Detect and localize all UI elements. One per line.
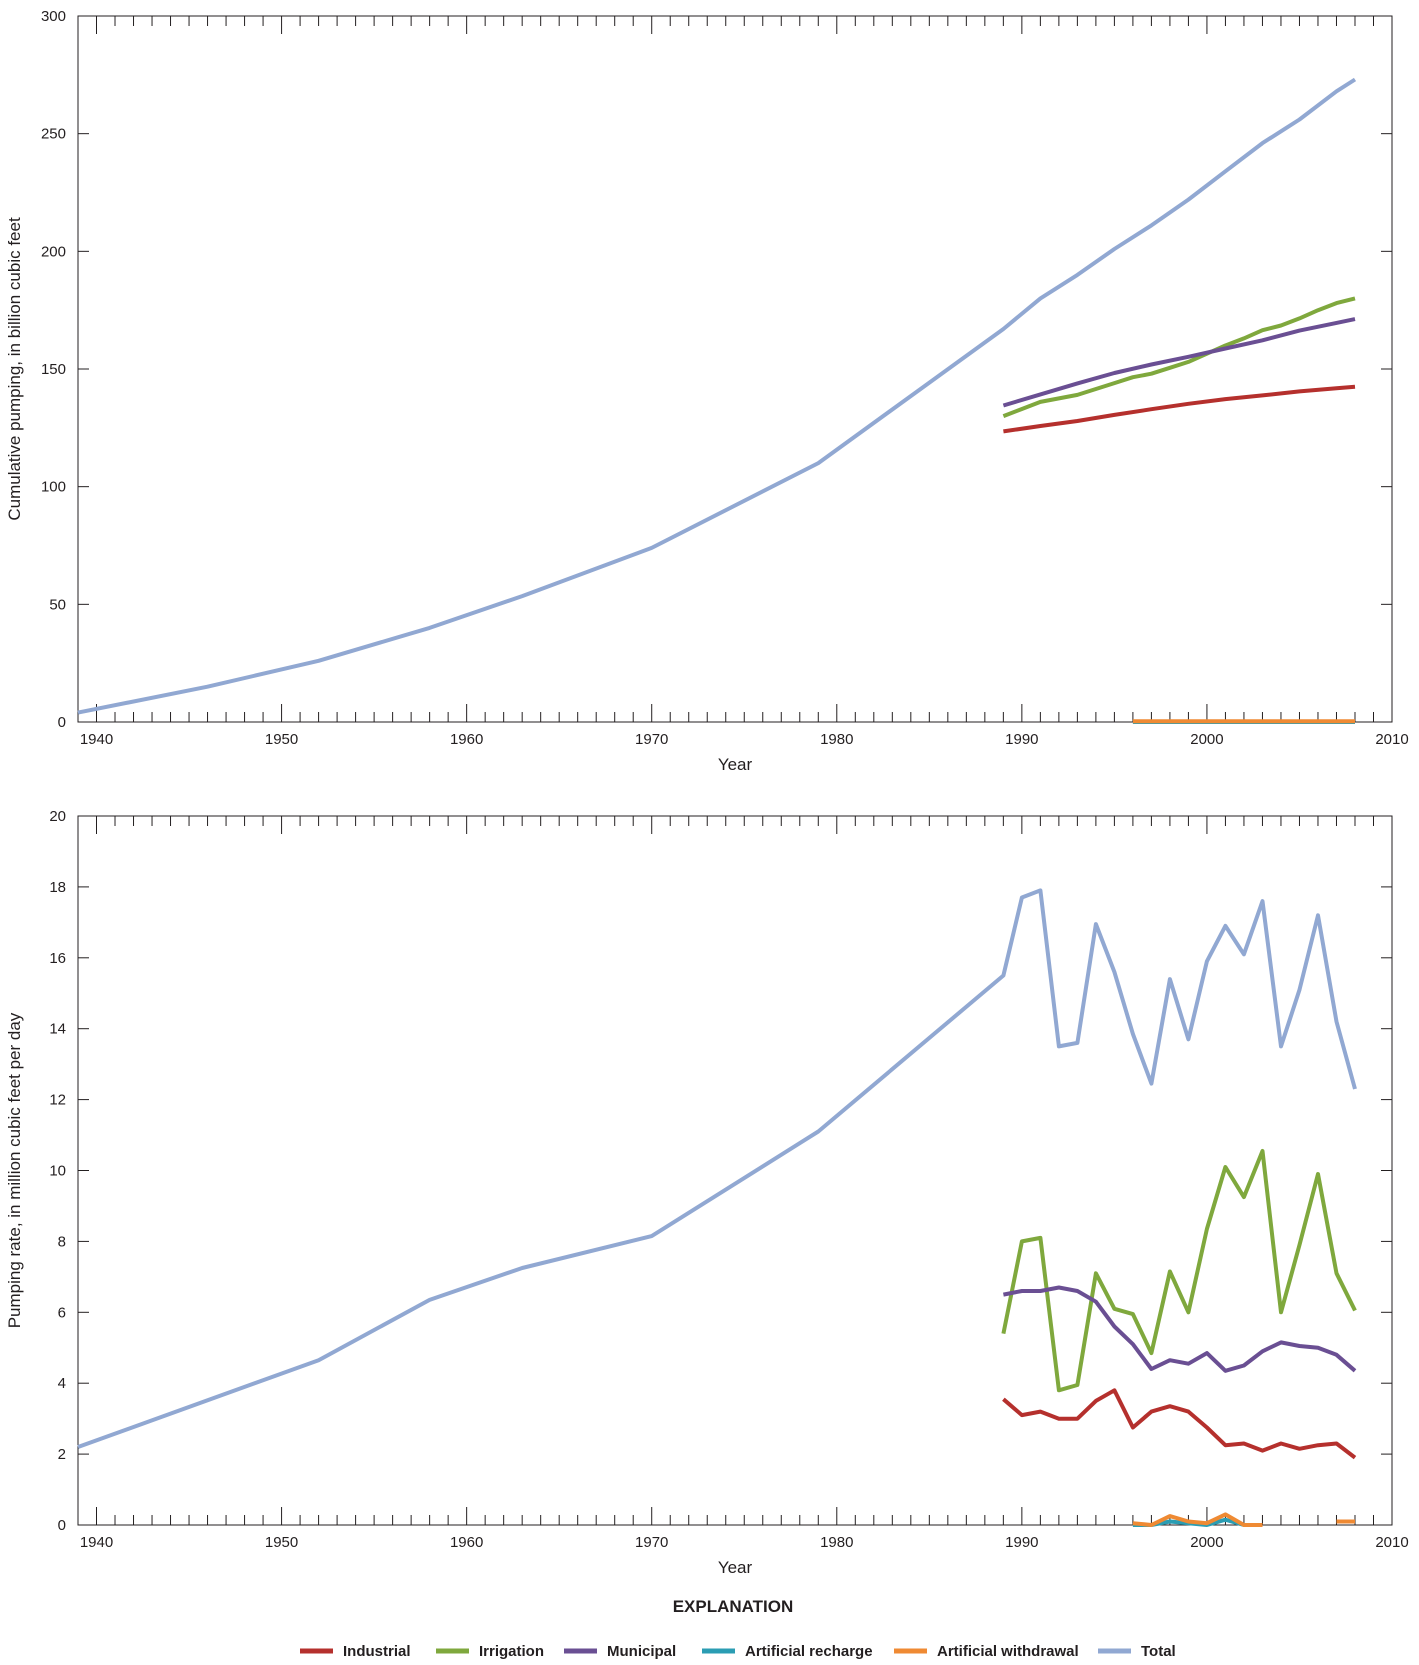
series-line-municipal — [1002, 317, 1356, 408]
legend-items: Industrial Irrigation Municipal Artificial … — [300, 1643, 1176, 1660]
x-axis-title: Year — [718, 1558, 753, 1577]
y-tick-label: 8 — [58, 1233, 66, 1250]
y-tick-label: 2 — [58, 1446, 66, 1463]
y-tick-label: 100 — [41, 479, 66, 496]
x-tick-label: 1980 — [820, 1534, 853, 1551]
series-line-irrigation — [1002, 296, 1356, 418]
legend-label-industrial: Industrial — [343, 1643, 411, 1660]
x-tick-label: 1950 — [265, 1534, 298, 1551]
y-axis-title: Pumping rate, in million cubic feet per … — [5, 1012, 24, 1328]
y-tick-label: 20 — [49, 808, 66, 825]
x-tick-label: 1940 — [80, 731, 113, 748]
x-tick-label: 1970 — [635, 731, 668, 748]
series-line-total — [77, 77, 1357, 715]
legend-label-irrigation: Irrigation — [479, 1643, 544, 1660]
y-tick-label: 200 — [41, 243, 66, 260]
y-tick-label: 50 — [49, 596, 66, 613]
legend-label-municipal: Municipal — [607, 1643, 676, 1660]
x-tick-label: 1960 — [450, 731, 483, 748]
series-line-industrial — [1003, 384, 1356, 434]
legend: EXPLANATION Industrial Irrigation Municipa… — [300, 1597, 1176, 1660]
x-tick-label: 1970 — [635, 1534, 668, 1551]
x-tick-label: 1960 — [450, 1534, 483, 1551]
x-tick-label: 2010 — [1375, 1534, 1408, 1551]
legend-title: EXPLANATION — [673, 1597, 794, 1616]
x-tick-label: 1990 — [1005, 731, 1038, 748]
y-tick-label: 16 — [49, 950, 66, 967]
y-tick-label: 4 — [58, 1375, 66, 1392]
y-tick-label: 14 — [49, 1021, 66, 1038]
x-tick-label: 1990 — [1005, 1534, 1038, 1551]
y-tick-label: 150 — [41, 361, 66, 378]
y-tick-label: 10 — [49, 1163, 66, 1180]
series-line-irrigation — [1001, 1149, 1357, 1393]
cumulative-pumping-chart: 1940 1950 1960 1970 1980 1990 2000 2010 0 50 100 15… — [5, 8, 1409, 774]
series-line-industrial — [1002, 1388, 1357, 1460]
x-tick-label: 2010 — [1375, 731, 1408, 748]
x-tick-label: 1980 — [820, 731, 853, 748]
legend-label-artificial-withdrawal: Artificial withdrawal — [937, 1643, 1079, 1660]
x-tick-label: 2000 — [1190, 731, 1223, 748]
y-tick-label: 250 — [41, 126, 66, 143]
x-tick-label: 1940 — [80, 1534, 113, 1551]
y-tick-label: 12 — [49, 1092, 66, 1109]
y-tick-label: 300 — [41, 8, 66, 25]
legend-label-total: Total — [1141, 1643, 1176, 1660]
x-axis-title: Year — [718, 755, 753, 774]
series-line-municipal — [1003, 1285, 1357, 1373]
x-tick-label: 1950 — [265, 731, 298, 748]
y-tick-label: 0 — [58, 1517, 66, 1534]
series-line-artificial-withdrawal — [1132, 1512, 1263, 1527]
plot-frame — [77, 15, 1393, 723]
y-axis-title: Cumulative pumping, in billion cubic fee… — [5, 217, 24, 521]
y-tick-label: 6 — [58, 1304, 66, 1321]
pumping-rate-chart: 1940 1950 1960 1970 1980 1990 2000 2010 0 2 4 6 8 10 1… — [5, 808, 1409, 1577]
y-tick-label: 0 — [58, 714, 66, 731]
legend-label-artificial-recharge: Artificial recharge — [745, 1643, 873, 1660]
x-tick-label: 2000 — [1190, 1534, 1223, 1551]
y-tick-label: 18 — [49, 879, 66, 896]
series-line-total — [77, 888, 1357, 1449]
